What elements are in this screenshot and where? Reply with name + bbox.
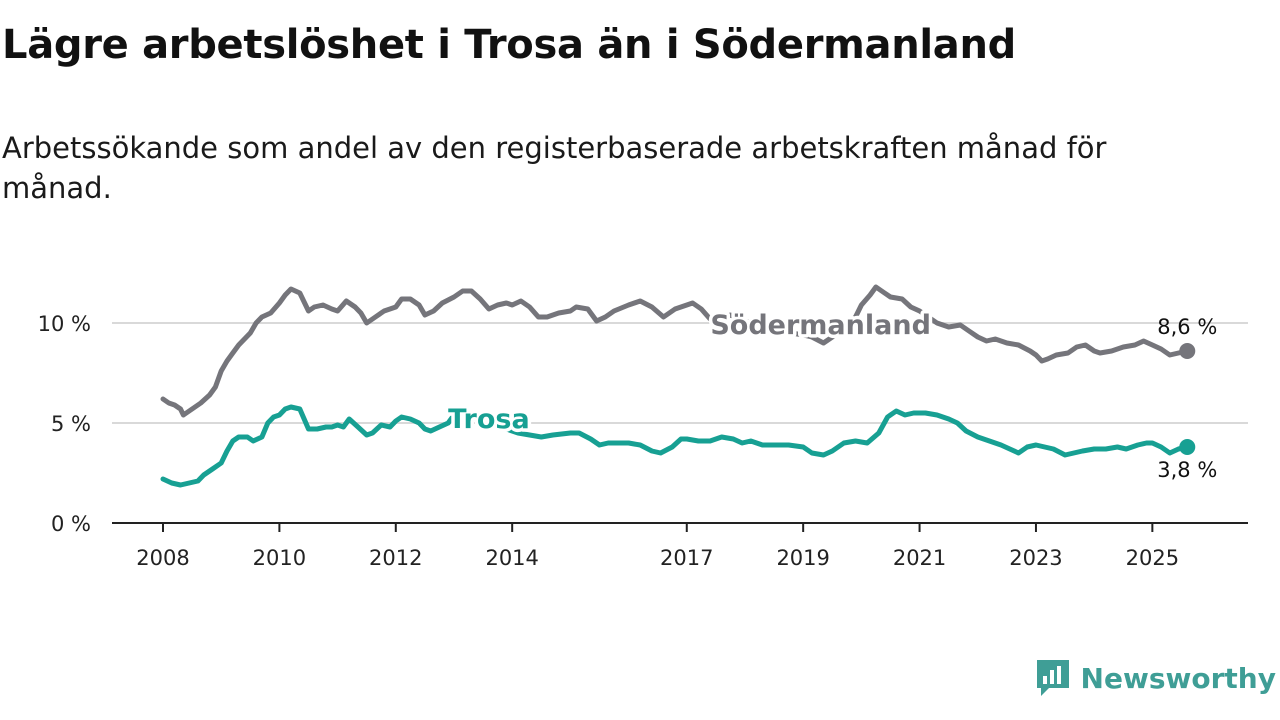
- x-tick-label: 2014: [485, 546, 538, 570]
- series-labels: 8,6 % 3,8 % Södermanland Trosa: [445, 307, 1218, 483]
- y-tick-label: 5 %: [51, 412, 91, 436]
- chart-subtitle: Arbetssökande som andel av den registerb…: [2, 131, 1107, 205]
- series-line-trosa: [160, 404, 1190, 488]
- end-value-label: 3,8 %: [1157, 458, 1217, 482]
- series-lines: [160, 284, 1196, 488]
- axes: 0 % 5 % 10 % 2008 2010 2012 2014 2017 2019 2021 20…: [38, 312, 1248, 570]
- x-tick-label: 2010: [253, 546, 306, 570]
- newsworthy-logo-icon: [1036, 660, 1069, 696]
- series-label: Trosa: [448, 404, 530, 435]
- logo-text: Newsworthy: [1080, 661, 1276, 695]
- y-tick-label: 0 %: [51, 512, 91, 536]
- end-marker-trosa: [1179, 439, 1196, 455]
- x-tick-label: 2021: [893, 546, 946, 570]
- end-value-label: 8,6 %: [1157, 315, 1217, 339]
- y-tick-label: 10 %: [38, 312, 91, 336]
- x-tick-label: 2012: [369, 546, 422, 570]
- x-tick-label: 2023: [1009, 546, 1062, 570]
- series-line-södermanland: [160, 284, 1190, 418]
- x-tick-label: 2008: [136, 546, 189, 570]
- x-tick-label: 2025: [1126, 546, 1179, 570]
- series-label: Södermanland: [710, 310, 931, 341]
- x-tick-label: 2017: [660, 546, 713, 570]
- gridlines: [112, 322, 1248, 424]
- newsworthy-logo: Newsworthy: [1035, 658, 1276, 698]
- x-tick-label: 2019: [776, 546, 829, 570]
- end-marker-södermanland: [1179, 343, 1196, 359]
- chart-title: Lägre arbetslöshet i Trosa än i Söderman…: [2, 22, 1016, 68]
